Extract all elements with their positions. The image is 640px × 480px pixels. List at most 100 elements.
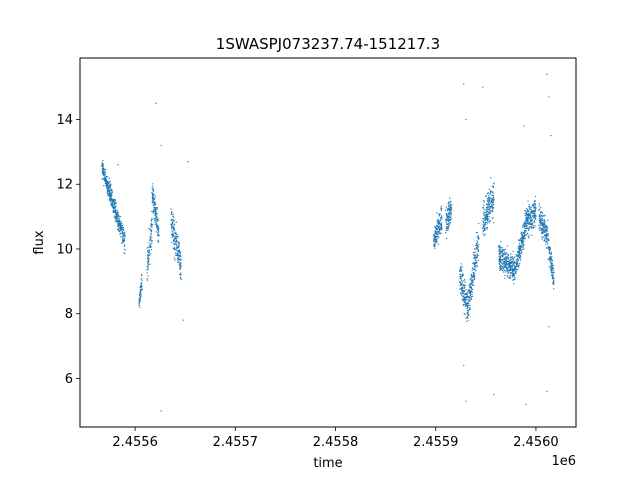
data-point [471, 293, 473, 296]
data-point [477, 236, 480, 239]
data-point [174, 243, 176, 245]
data-point [468, 314, 470, 316]
data-point [482, 230, 485, 232]
data-point [515, 260, 517, 262]
data-point [120, 229, 123, 231]
data-point [114, 210, 117, 212]
data-point [140, 284, 143, 287]
data-point [449, 222, 452, 224]
data-point [467, 319, 469, 322]
data-point [520, 232, 522, 235]
data-point [522, 235, 524, 237]
data-point [122, 236, 124, 238]
data-point [460, 292, 462, 294]
data-point [155, 210, 157, 213]
data-point [524, 229, 526, 232]
data-point [146, 272, 148, 274]
data-point [470, 283, 472, 285]
data-point [148, 259, 150, 262]
data-point [434, 226, 436, 228]
data-point [518, 256, 521, 258]
data-point [541, 238, 544, 240]
data-point [148, 254, 150, 256]
data-point [500, 265, 502, 267]
data-point [485, 215, 487, 218]
data-point [461, 274, 463, 277]
data-point [473, 272, 476, 275]
data-point [108, 199, 110, 201]
outlier-point [463, 364, 465, 367]
outlier-point [525, 403, 527, 405]
data-point [546, 243, 549, 245]
data-point [467, 295, 469, 298]
data-point [103, 179, 106, 182]
data-point [527, 200, 529, 202]
data-point [101, 165, 103, 168]
data-point [552, 267, 555, 270]
x-tick-label: 2.4558 [313, 435, 359, 450]
outlier-point [546, 73, 548, 75]
data-point [511, 273, 513, 275]
data-point [175, 242, 177, 244]
data-point [450, 214, 452, 216]
data-point [528, 222, 530, 224]
data-point [468, 290, 470, 292]
data-point [521, 237, 523, 239]
data-point [469, 290, 471, 292]
data-point [502, 261, 505, 263]
data-point [147, 258, 149, 260]
data-point [174, 237, 176, 239]
data-point [147, 254, 149, 256]
data-point [539, 214, 541, 216]
data-point [541, 218, 543, 221]
data-point [150, 238, 152, 240]
data-point [180, 278, 182, 280]
data-point [489, 210, 491, 212]
data-point [447, 229, 449, 231]
data-point [155, 209, 157, 211]
data-point [150, 234, 152, 236]
data-point [440, 205, 443, 208]
data-point [170, 225, 173, 227]
data-point [503, 261, 506, 263]
data-point [539, 212, 542, 214]
data-point [544, 238, 546, 240]
data-point [433, 243, 435, 245]
data-point [498, 263, 500, 265]
data-point [477, 250, 479, 252]
data-point [501, 256, 504, 258]
data-point [492, 191, 494, 193]
data-point [547, 247, 549, 249]
data-point [473, 254, 475, 256]
data-point [433, 240, 435, 243]
data-point [526, 208, 529, 211]
data-point [534, 204, 536, 207]
data-point [459, 275, 461, 278]
data-point [472, 276, 474, 279]
outlier-point [155, 102, 157, 104]
data-point [541, 212, 543, 214]
data-point [172, 222, 174, 224]
data-point [521, 244, 523, 246]
data-point [146, 247, 148, 249]
data-point [172, 226, 174, 228]
data-point [534, 217, 536, 220]
data-point [488, 188, 490, 190]
data-point [445, 237, 448, 240]
data-point [449, 205, 451, 207]
data-point [531, 220, 533, 222]
data-point [483, 213, 485, 215]
data-point [176, 254, 178, 257]
data-point [146, 266, 148, 268]
data-point [152, 193, 155, 195]
data-point [153, 207, 155, 209]
data-point [510, 260, 512, 262]
x-tick-label: 2.4560 [513, 435, 559, 450]
data-point [530, 207, 532, 209]
data-point [175, 235, 178, 237]
data-point [521, 251, 523, 254]
data-point [154, 201, 156, 203]
data-point [101, 168, 104, 170]
data-point [173, 229, 176, 231]
data-point [147, 262, 149, 265]
